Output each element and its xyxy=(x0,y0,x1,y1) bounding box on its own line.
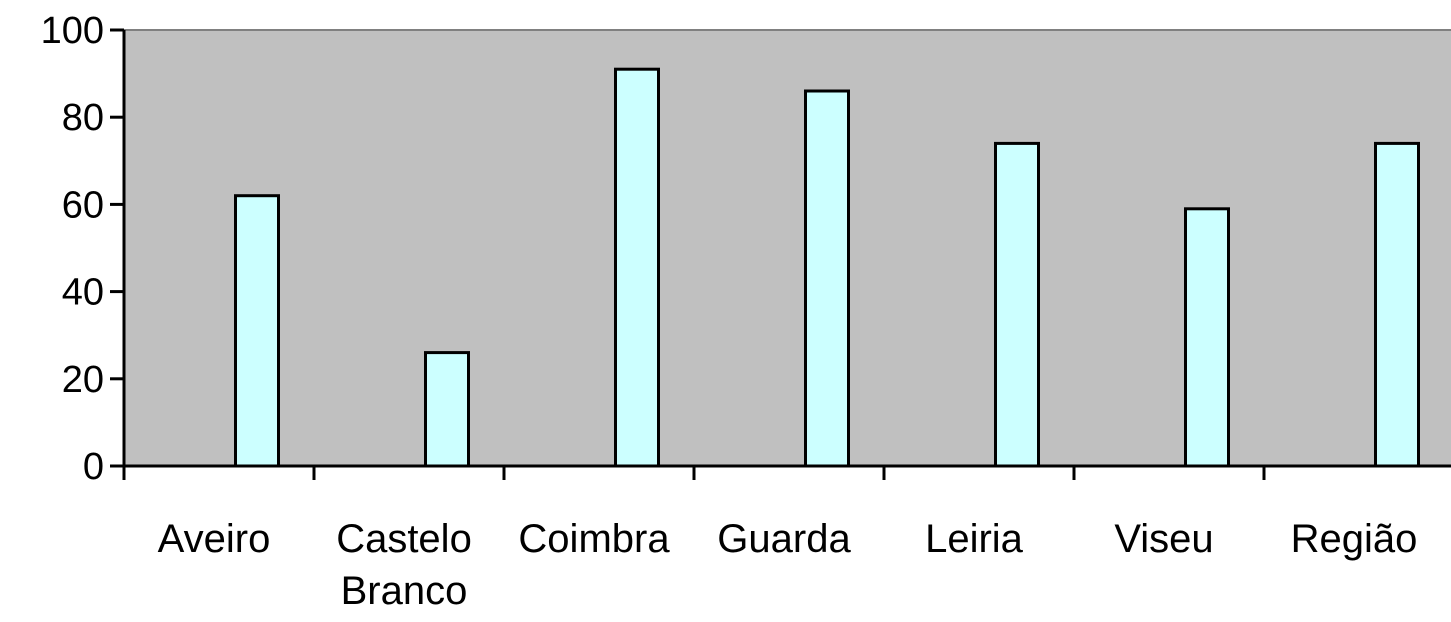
bar xyxy=(1374,141,1420,468)
x-tick-label: Coimbra xyxy=(518,517,670,561)
bar xyxy=(1184,207,1230,468)
x-tick-label: Aveiro xyxy=(158,517,271,561)
x-tick-label: Viseu xyxy=(1114,517,1213,561)
x-tick-label: Leiria xyxy=(925,517,1024,561)
y-tick-label: 0 xyxy=(83,446,104,488)
y-tick-label: 20 xyxy=(62,359,104,401)
x-tick-label: Região xyxy=(1291,517,1418,561)
plot-area xyxy=(124,30,1451,466)
y-tick-label: 40 xyxy=(62,272,104,314)
bar xyxy=(994,141,1040,468)
y-tick-label: 100 xyxy=(41,10,104,52)
bar xyxy=(614,67,660,468)
y-tick-label: 60 xyxy=(62,184,104,226)
bar xyxy=(804,89,850,468)
y-tick-label: 80 xyxy=(62,97,104,139)
y-ticks-group: 0 20 40 60 80 100 xyxy=(41,10,124,488)
bar xyxy=(234,194,280,468)
x-tick-label: Castelo Branco xyxy=(336,517,472,613)
x-labels-group: Aveiro Castelo Branco Coimbra Guarda Leiria Vi… xyxy=(158,517,1418,613)
bar xyxy=(424,351,470,468)
x-ticks-group xyxy=(122,466,1266,480)
x-tick-label: Guarda xyxy=(717,517,851,561)
